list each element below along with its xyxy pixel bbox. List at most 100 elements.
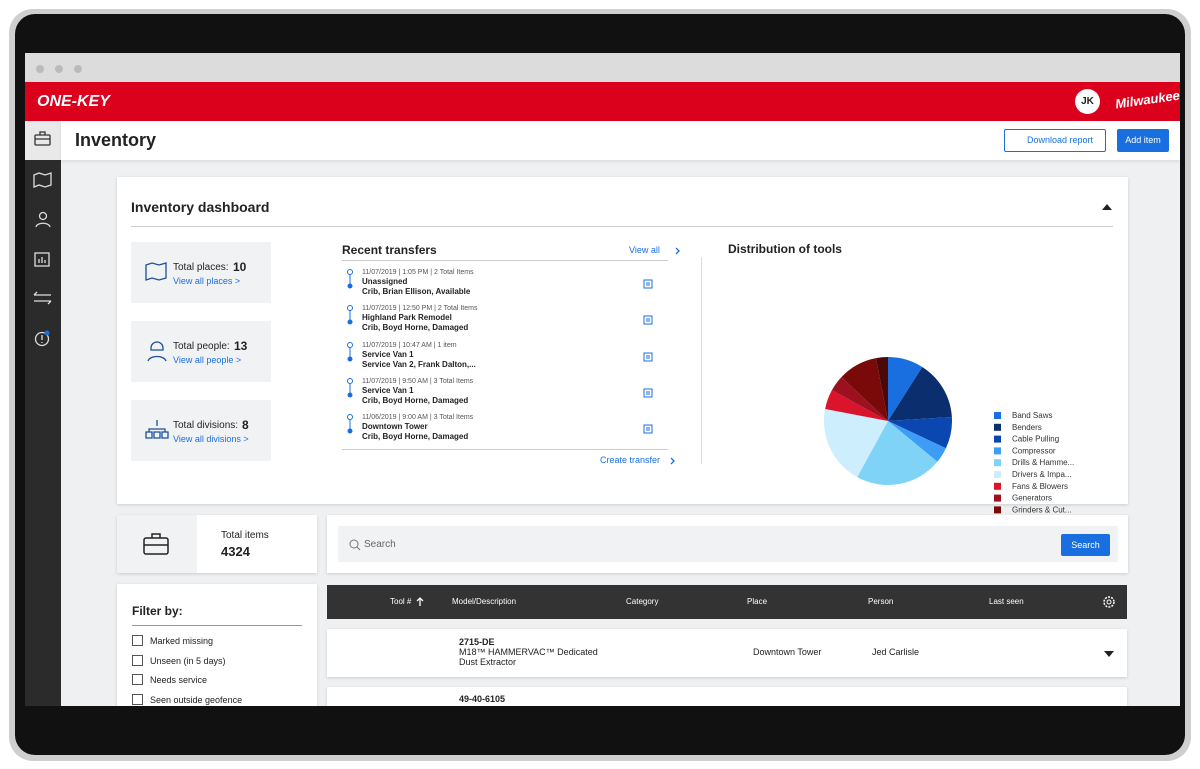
totals-card: Total items 4324 <box>117 515 317 573</box>
column-header[interactable]: Last seen <box>989 597 1024 606</box>
pie-slice <box>831 377 888 421</box>
transfer-place[interactable]: Service Van 1 <box>362 385 414 395</box>
brand-logo: Milwaukee <box>1114 87 1180 112</box>
download-button[interactable]: Download report <box>1004 129 1106 152</box>
description: Dust Extractor <box>459 657 517 667</box>
transfer-place[interactable]: Unassigned <box>362 277 408 286</box>
pie-slice <box>825 390 888 421</box>
column-header[interactable]: Place <box>747 597 768 606</box>
checkbox[interactable] <box>132 654 143 666</box>
transfers-title: Recent transfers <box>342 243 437 257</box>
document-icon[interactable] <box>643 424 653 434</box>
view-all-link[interactable]: View all <box>629 245 660 255</box>
stat-icon <box>147 341 167 362</box>
table-row[interactable] <box>327 687 1127 706</box>
document-icon[interactable] <box>643 388 653 398</box>
filter-option[interactable]: Marked missing <box>150 636 214 646</box>
transfer-place[interactable]: Highland Park Remodel <box>362 313 452 323</box>
transfer-meta: 11/06/2019 | 9:00 AM | 3 Total Items <box>362 414 474 422</box>
chart-title: Distribution of tools <box>728 242 842 256</box>
place: Downtown Tower <box>753 647 822 657</box>
doc-lines <box>646 391 650 395</box>
transfer-meta: 11/07/2019 | 12:50 PM | 2 Total Items <box>362 305 478 313</box>
doc-lines <box>646 427 650 431</box>
chevron <box>675 247 680 255</box>
stat-link[interactable]: View all divisions > <box>173 434 249 444</box>
legend-label: Cable Pulling <box>1012 435 1059 444</box>
settings-icon[interactable] <box>1102 595 1116 609</box>
doc <box>643 352 653 362</box>
timeline-icon <box>347 269 353 289</box>
stat-card: Total people: 13 View all people > <box>131 321 271 382</box>
column-header[interactable]: Category <box>626 597 659 606</box>
tool-number: 49-40-6105 <box>459 694 506 704</box>
expand-icon[interactable] <box>1104 651 1114 657</box>
add-button[interactable]: Add item <box>1117 129 1169 152</box>
pie-slice <box>857 421 938 485</box>
briefcase-icon <box>143 533 169 555</box>
icon <box>145 262 167 281</box>
legend-swatch <box>994 506 1001 514</box>
checkbox[interactable] <box>132 693 143 705</box>
document-icon[interactable] <box>643 315 653 325</box>
dot <box>347 269 353 275</box>
transfer-detail: Crib, Boyd Horne, Damaged <box>362 323 469 333</box>
column-header[interactable]: Model/Description <box>452 597 517 606</box>
dashboard-card: Inventory dashboard Recent transfers Vie… <box>117 177 1128 526</box>
dot <box>347 414 353 421</box>
dot <box>347 283 353 289</box>
document-icon[interactable] <box>643 352 653 362</box>
sort-icon <box>416 597 424 606</box>
search-field[interactable] <box>338 526 1118 562</box>
doc <box>643 315 653 325</box>
column-header[interactable]: Tool # <box>390 597 412 606</box>
divider <box>342 260 668 261</box>
filter-option[interactable]: Needs service <box>150 675 208 685</box>
document-icon[interactable] <box>643 279 653 289</box>
transfer-detail: Crib, Brian Ellison, Available <box>362 287 471 296</box>
create-transfer-link[interactable]: Create transfer <box>600 455 661 465</box>
totals-value-box <box>197 515 317 573</box>
legend-label: Fans & Blowers <box>1012 482 1068 491</box>
dot <box>347 341 353 348</box>
divider <box>701 257 702 464</box>
avatar[interactable]: JK <box>1075 89 1100 114</box>
stat-link[interactable]: View all people > <box>173 355 242 365</box>
legend-swatch <box>994 412 1001 419</box>
totals-value: 4324 <box>221 544 250 559</box>
logo[interactable]: ONE-KEY <box>37 93 110 110</box>
stat-card: Total places: 10 View all places > <box>131 242 271 303</box>
search-button[interactable]: Search <box>1061 534 1110 556</box>
filter-option[interactable]: Unseen (in 5 days) <box>150 655 226 666</box>
stat-value: 8 <box>242 418 249 432</box>
title-bar: Inventory Download report Add item <box>61 121 1180 160</box>
column-header[interactable]: Person <box>868 597 894 606</box>
collapse-icon[interactable] <box>1102 204 1112 210</box>
sidebar-icons <box>33 131 52 347</box>
search-icon <box>349 539 361 551</box>
filter-option[interactable]: Seen outside geofence <box>150 694 243 705</box>
transfer-place[interactable]: Downtown Tower <box>362 422 428 432</box>
transfer-place[interactable]: Service Van 1 <box>362 349 414 359</box>
filter-card: Filter by: Marked missing Unseen (in 5 da… <box>117 584 317 706</box>
stat-icon <box>145 262 167 281</box>
pie-slice <box>888 366 952 421</box>
search-placeholder[interactable]: Search <box>364 539 396 550</box>
stat-link[interactable]: View all places > <box>173 276 241 286</box>
dashboard-title: Inventory dashboard <box>131 199 270 215</box>
divider <box>132 625 302 626</box>
checkbox[interactable] <box>132 635 143 646</box>
transfer-detail: Service Van 2, Frank Dalton,... <box>362 359 476 369</box>
stat-value: 13 <box>234 339 248 353</box>
sidebar-active[interactable] <box>25 121 61 160</box>
dot <box>55 65 63 73</box>
dot <box>36 65 44 73</box>
transfer-detail: Crib, Boyd Horne, Damaged <box>362 395 469 405</box>
checkbox[interactable] <box>132 674 143 685</box>
browser-bar <box>25 53 1180 82</box>
divider <box>131 226 1113 227</box>
pie-chart: Band Saws Benders Cable Pulling Compressor D… <box>824 357 1074 526</box>
doc <box>643 424 653 434</box>
table-row[interactable] <box>327 629 1127 677</box>
